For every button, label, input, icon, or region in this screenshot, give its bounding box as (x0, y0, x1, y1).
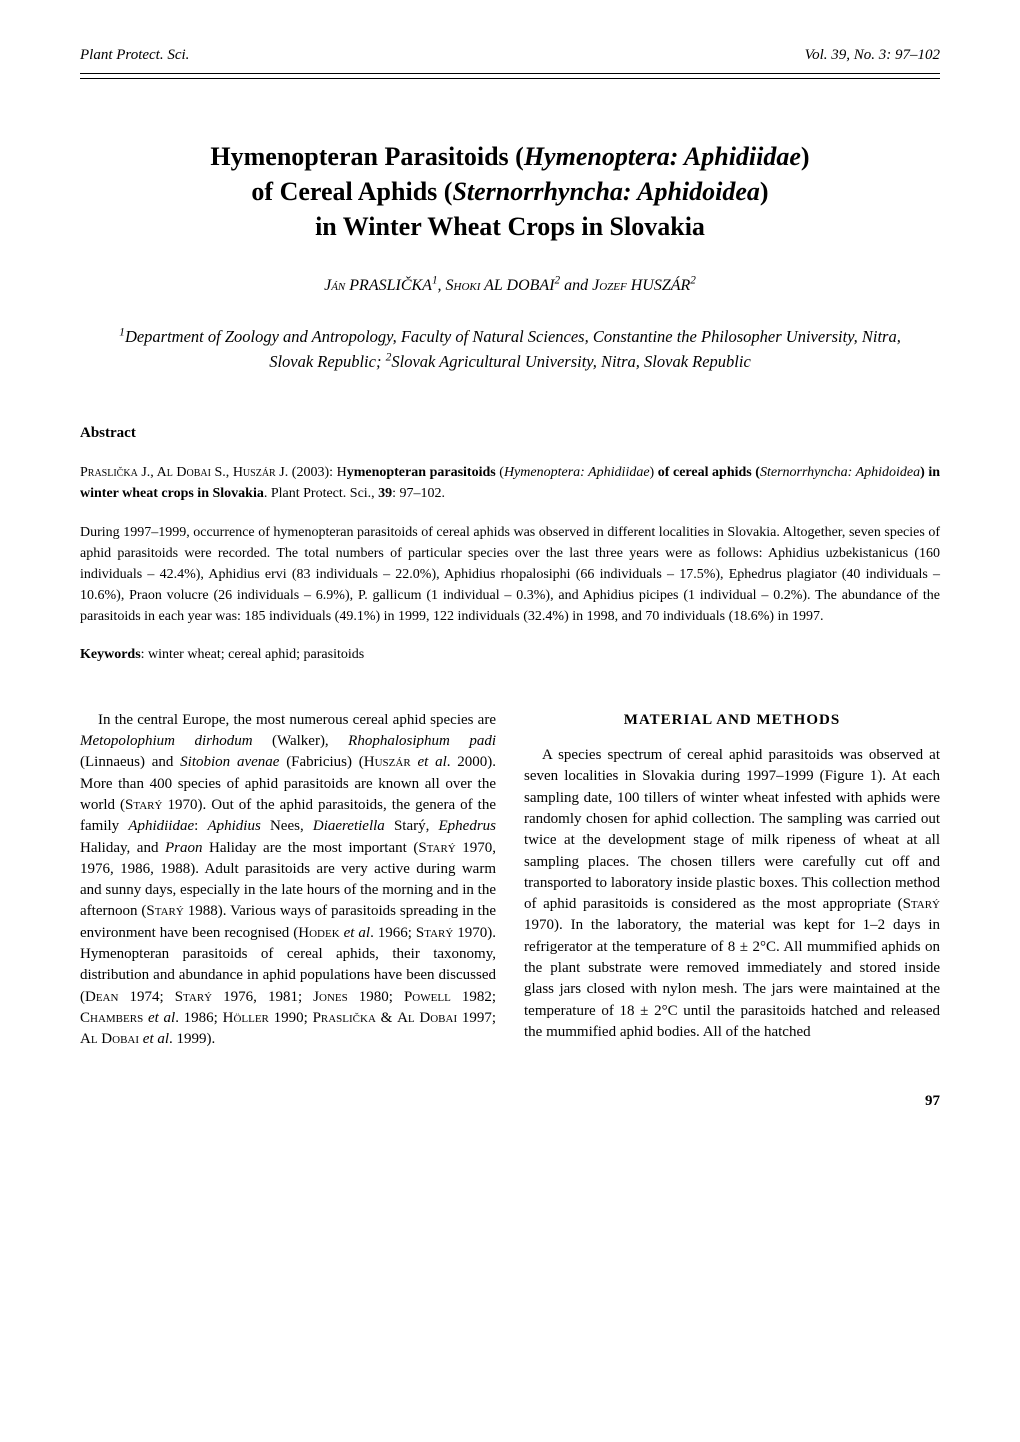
author-sep-2: and (560, 277, 592, 294)
intro-x: 1990; (269, 1010, 313, 1026)
intro-sc14: Al Dobai (397, 1010, 457, 1026)
citation-line: Praslička J., Al Dobai S., Huszár J. (20… (80, 462, 940, 504)
author-1-last: PRASLIČKA (345, 277, 432, 294)
citation-pages: : 97–102. (392, 486, 445, 501)
author-2-first: Shoki (446, 277, 481, 294)
citation-tail: . Plant Protect. Sci., (264, 486, 378, 501)
intro-paragraph: In the central Europe, the most numerous… (80, 710, 496, 1051)
intro-a: In the central Europe, the most numerous… (98, 712, 496, 728)
intro-sc1: Huszár (364, 754, 411, 770)
volume-issue: Vol. 39, No. 3: 97–102 (805, 45, 940, 67)
intro-i7: Diaeretiella (313, 818, 385, 834)
intro-k: Haliday, and (80, 840, 165, 856)
column-2: MATERIAL AND METHODS A species spectrum … (524, 710, 940, 1043)
intro-d: (Fabricius) ( (279, 754, 363, 770)
intro-sc2: Starý (125, 797, 162, 813)
intro-sc3: Starý (418, 840, 455, 856)
abstract-body: During 1997–1999, occurrence of hymenopt… (80, 522, 940, 627)
intro-ab: . 1999). (169, 1031, 215, 1047)
intro-r: 1974; (118, 989, 174, 1005)
intro-i4: et al (417, 754, 446, 770)
intro-sc11: Chambers (80, 1010, 143, 1026)
intro-s: 1976, 1981; (212, 989, 313, 1005)
intro-i6: Aphidius (207, 818, 260, 834)
intro-p: . 1966; (370, 925, 416, 941)
intro-w: . 1986; (175, 1010, 222, 1026)
intro-i11: et al (148, 1010, 175, 1026)
body-columns: In the central Europe, the most numerous… (80, 710, 940, 1051)
page-number: 97 (80, 1091, 940, 1113)
intro-i12: et al (143, 1031, 169, 1047)
citation-t2: ( (496, 465, 504, 480)
citation-year: (2003): H (288, 465, 346, 480)
intro-i1: Metopolophium dirhodum (80, 733, 253, 749)
author-3-last: HUSZÁR (627, 277, 691, 294)
methods-heading: MATERIAL AND METHODS (524, 710, 940, 731)
title-line-1b: Hymenoptera: Aphidiidae (524, 142, 801, 171)
authors: Ján PRASLIČKA1, Shoki AL DOBAI2 and Joze… (80, 274, 940, 297)
intro-sc12: Höller (223, 1010, 269, 1026)
intro-sc10: Powell (404, 989, 451, 1005)
citation-t4i: Sternorrhyncha: Aphidoidea (760, 465, 920, 480)
intro-sc6: Starý (416, 925, 453, 941)
keywords-label: Keywords (80, 647, 141, 662)
methods-b: 1970). In the laboratory, the material w… (524, 917, 940, 1039)
title-line-1c: ) (801, 142, 810, 171)
citation-t4: of cereal aphids ( (658, 465, 760, 480)
intro-l: Haliday are the most important ( (203, 840, 419, 856)
methods-a: A species spectrum of cereal aphid paras… (524, 747, 940, 912)
intro-sc15: Al Dobai (80, 1031, 139, 1047)
intro-i2: Rhophalosiphum padi (348, 733, 496, 749)
keywords-text: : winter wheat; cereal aphid; parasitoid… (141, 647, 365, 662)
affiliation-2: Slovak Agricultural University, Nitra, S… (391, 352, 750, 371)
methods-paragraph: A species spectrum of cereal aphid paras… (524, 745, 940, 1043)
methods-sc1: Starý (903, 896, 940, 912)
intro-i3: Sitobion avenae (180, 754, 279, 770)
author-sep-1: , (438, 277, 446, 294)
intro-t: 1980; (348, 989, 404, 1005)
abstract-heading: Abstract (80, 423, 940, 445)
intro-c: (Linnaeus) and (80, 754, 180, 770)
running-head: Plant Protect. Sci. Vol. 39, No. 3: 97–1… (80, 45, 940, 73)
author-1-first: Ján (324, 277, 345, 294)
intro-sc4: Starý (146, 903, 183, 919)
citation-vol: 39 (378, 486, 392, 501)
intro-sc5: Hodek (298, 925, 339, 941)
intro-i9: Praon (165, 840, 203, 856)
author-3-sup: 2 (690, 275, 696, 287)
intro-i8: Ephedrus (439, 818, 497, 834)
intro-z: 1997; (457, 1010, 496, 1026)
intro-sc8: Starý (175, 989, 212, 1005)
intro-i10: et al (344, 925, 370, 941)
intro-j: Starý, (385, 818, 439, 834)
title-line-1a: Hymenopteran Parasitoids ( (210, 142, 523, 171)
intro-ii: Nees, (261, 818, 313, 834)
citation-authors: Praslička J., Al Dobai S., Huszár J. (80, 465, 288, 480)
author-2-last: AL DOBAI (480, 277, 554, 294)
intro-sc9: Jones (313, 989, 348, 1005)
citation-t3: ) (650, 465, 658, 480)
author-3-first: Jozef (592, 277, 627, 294)
affiliation: 1Department of Zoology and Antropology, … (110, 325, 910, 375)
intro-b: (Walker), (253, 733, 349, 749)
article-title: Hymenopteran Parasitoids (Hymenoptera: A… (80, 139, 940, 244)
title-line-2c: ) (760, 177, 769, 206)
intro-y: & (376, 1010, 397, 1026)
journal-name: Plant Protect. Sci. (80, 45, 189, 67)
intro-i5: Aphidiidae (128, 818, 194, 834)
citation-t1: ymenopteran parasitoids (347, 465, 496, 480)
title-line-2a: of Cereal Aphids ( (251, 177, 452, 206)
citation-t2i: Hymenoptera: Aphidiidae (504, 465, 650, 480)
intro-sc7: Dean (85, 989, 118, 1005)
header-rule-1 (80, 73, 940, 74)
title-line-3: in Winter Wheat Crops in Slovakia (315, 212, 705, 241)
intro-h: : (194, 818, 207, 834)
intro-u: 1982; (451, 989, 496, 1005)
intro-sc13: Praslička (313, 1010, 376, 1026)
header-rule-2 (80, 78, 940, 79)
keywords: Keywords: winter wheat; cereal aphid; pa… (80, 645, 940, 665)
title-line-2b: Sternorrhyncha: Aphidoidea (452, 177, 759, 206)
